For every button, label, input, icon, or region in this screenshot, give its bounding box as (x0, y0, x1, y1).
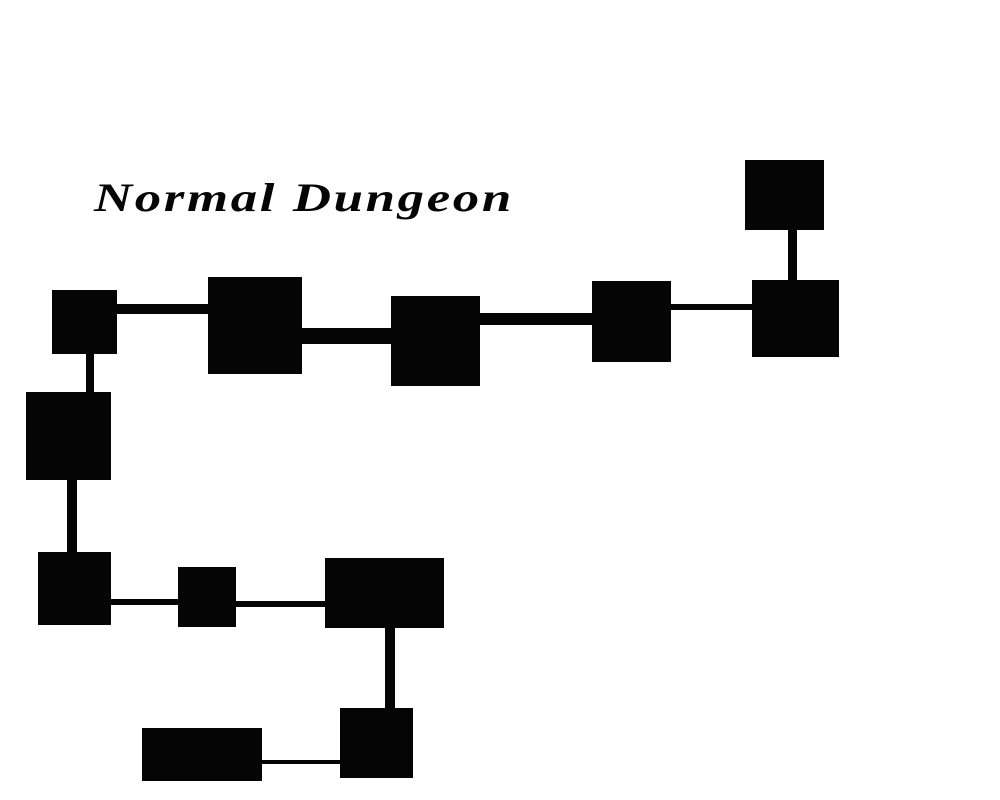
corridor (67, 478, 77, 553)
room (208, 277, 302, 374)
room (38, 552, 111, 625)
room (325, 558, 444, 628)
room (391, 296, 480, 386)
corridor (788, 228, 797, 281)
corridor (109, 599, 179, 605)
room (52, 290, 117, 354)
corridor (479, 313, 593, 325)
room (142, 728, 262, 781)
dungeon-title: Normal Dungeon (94, 175, 514, 220)
corridor (86, 352, 94, 393)
room (592, 281, 671, 362)
corridor (116, 304, 210, 314)
room (340, 708, 413, 778)
room (26, 392, 111, 480)
corridor (300, 328, 392, 344)
room (178, 567, 236, 627)
corridor (670, 304, 753, 310)
corridor (260, 760, 341, 764)
room (745, 160, 824, 230)
corridor (235, 601, 326, 607)
corridor (385, 626, 395, 709)
room (752, 280, 839, 357)
